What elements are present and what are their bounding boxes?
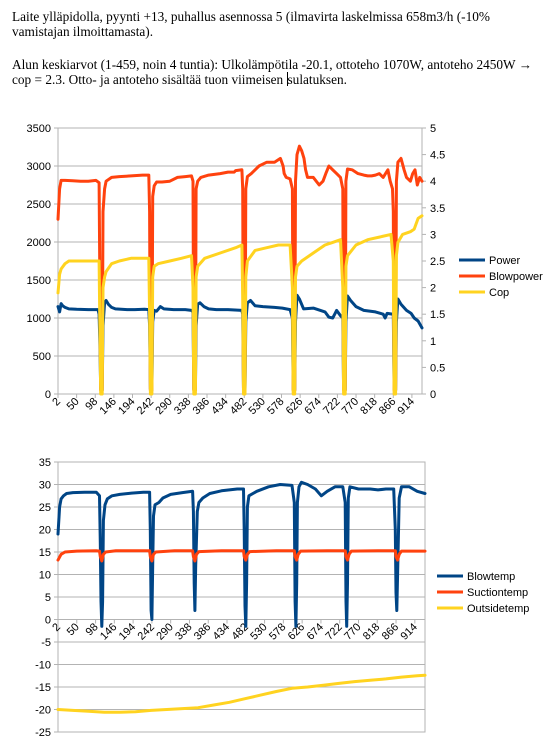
chart2-series-outsidetemp bbox=[56, 673, 427, 714]
chart2-series-suctiontemp bbox=[56, 549, 427, 563]
chart1-ytick-label: 3500 bbox=[27, 123, 51, 135]
chart1-y2tick-label: 4 bbox=[430, 176, 436, 188]
chart1-y2tick-label: 3 bbox=[430, 229, 436, 241]
chart2-legend-label-outsidetemp: Outsidetemp bbox=[467, 603, 529, 615]
chart1-legend-label-blowpower: Blowpower bbox=[489, 271, 543, 283]
chart2-ytick-label: -10 bbox=[35, 660, 51, 672]
chart1-xtick-label: 338 bbox=[172, 396, 193, 417]
summary-text-end: sulatuksen. bbox=[287, 72, 347, 87]
chart2-ytick-label: -15 bbox=[35, 682, 51, 694]
chart1-xtick-label: 290 bbox=[153, 396, 174, 417]
chart1-ytick-label: 3000 bbox=[27, 161, 51, 173]
chart2-ytick-label: 35 bbox=[39, 457, 51, 469]
chart1-y2tick-label: 1.5 bbox=[430, 309, 445, 321]
chart2-ytick-label: -25 bbox=[35, 727, 51, 739]
chart1-xtick-label: 386 bbox=[191, 396, 212, 417]
chart1-xtick-label: 578 bbox=[265, 396, 286, 417]
chart1-ytick-label: 1000 bbox=[27, 313, 51, 325]
chart1-xtick-label: 242 bbox=[135, 396, 156, 417]
chart1-xtick-label: 770 bbox=[340, 396, 361, 417]
chart2-ytick-label: 30 bbox=[39, 480, 51, 492]
chart2-legend-label-suctiontemp: Suctiontemp bbox=[467, 587, 528, 599]
chart2-legend-label-blowtemp: Blowtemp bbox=[467, 571, 515, 583]
chart1-y2tick-label: 1 bbox=[430, 336, 436, 348]
chart1-series-cop bbox=[56, 214, 424, 396]
chart1-y2tick-label: 0.5 bbox=[430, 362, 445, 374]
chart2-xtick-label: 866 bbox=[380, 621, 401, 642]
chart2-xtick-label: 50 bbox=[65, 621, 82, 638]
chart1-xtick-label: 194 bbox=[116, 396, 137, 417]
chart1-xtick-label: 866 bbox=[377, 396, 398, 417]
chart1-y2tick-label: 2 bbox=[430, 283, 436, 295]
chart2-xtick-label: 98 bbox=[84, 621, 101, 638]
chart2-xtick-label: 242 bbox=[136, 621, 157, 642]
chart1-y2tick-label: 4.5 bbox=[430, 150, 445, 162]
text-cursor bbox=[286, 72, 288, 86]
chart1-legend-label-cop: Cop bbox=[489, 287, 509, 299]
chart1-xtick-label: 674 bbox=[302, 396, 323, 417]
intro-paragraph: Laite ylläpidolla, pyynti +13, puhallus … bbox=[12, 9, 490, 39]
chart1-ytick-label: 500 bbox=[33, 351, 51, 363]
chart2-ytick-label: -5 bbox=[41, 637, 51, 649]
chart2-xtick-label: 386 bbox=[192, 621, 213, 642]
chart2-xtick-label: 194 bbox=[117, 621, 138, 642]
chart2-ytick-label: 0 bbox=[45, 615, 51, 627]
chart2-ytick-label: 15 bbox=[39, 547, 51, 559]
summary-paragraph: Alun keskiarvot (1-459, noin 4 tuntia): … bbox=[12, 57, 548, 87]
power-chart: 0 500 1000 1500 2000 2500 3000 3500 0 0.5 1 1.5 2 2.5… bbox=[27, 123, 544, 417]
chart2-ytick-label: 10 bbox=[39, 570, 51, 582]
chart1-ytick-label: 2500 bbox=[27, 199, 51, 211]
chart1-xtick-label: 818 bbox=[358, 396, 379, 417]
chart1-plot-frame bbox=[57, 127, 423, 395]
chart2-ytick-label: -20 bbox=[35, 705, 51, 717]
chart1-y2tick-label: 3.5 bbox=[430, 203, 445, 215]
chart2-xtick-label: 434 bbox=[211, 621, 232, 642]
chart2-xtick-label: 674 bbox=[305, 621, 326, 642]
chart1-xtick-label: 434 bbox=[209, 396, 230, 417]
chart1-xtick-label: 50 bbox=[65, 396, 82, 413]
chart1-xtick-label: 482 bbox=[228, 396, 249, 417]
chart1-y2tick-label: 5 bbox=[430, 123, 436, 135]
chart1-xtick-label: 722 bbox=[321, 396, 342, 417]
chart1-xtick-label: 146 bbox=[98, 396, 119, 417]
chart1-legend-label-power: Power bbox=[489, 255, 521, 267]
summary-text: Alun keskiarvot (1-459, noin 4 tuntia): … bbox=[12, 57, 532, 87]
chart2-ytick-label: 20 bbox=[39, 525, 51, 537]
chart1-xtick-label: 2 bbox=[50, 396, 63, 409]
chart2-xtick-label: 914 bbox=[398, 621, 419, 642]
chart2-xtick-label: 290 bbox=[154, 621, 175, 642]
chart2-xtick-label: 482 bbox=[229, 621, 250, 642]
chart2-series-blowtemp bbox=[56, 480, 427, 628]
chart1-xtick-label: 530 bbox=[247, 396, 268, 417]
chart2-xtick-label: 338 bbox=[173, 621, 194, 642]
chart1-ytick-label: 2000 bbox=[27, 237, 51, 249]
chart1-series-blowpower bbox=[56, 144, 424, 392]
chart2-xtick-label: 2 bbox=[50, 621, 63, 634]
chart2-xtick-label: 530 bbox=[248, 621, 269, 642]
chart1-xtick-label: 626 bbox=[284, 396, 305, 417]
chart2-xtick-label: 722 bbox=[323, 621, 344, 642]
chart1-xtick-label: 914 bbox=[396, 396, 417, 417]
chart2-ytick-label: 5 bbox=[45, 592, 51, 604]
chart1-ytick-label: 1500 bbox=[27, 275, 51, 287]
chart1-series-power bbox=[56, 293, 424, 392]
chart1-y2tick-label: 2.5 bbox=[430, 256, 445, 268]
chart2-ytick-label: 25 bbox=[39, 502, 51, 514]
chart2-xtick-label: 818 bbox=[361, 621, 382, 642]
chart2-xtick-label: 578 bbox=[267, 621, 288, 642]
chart1-y2tick-label: 0 bbox=[430, 389, 436, 401]
chart1-ytick-label: 0 bbox=[45, 389, 51, 401]
